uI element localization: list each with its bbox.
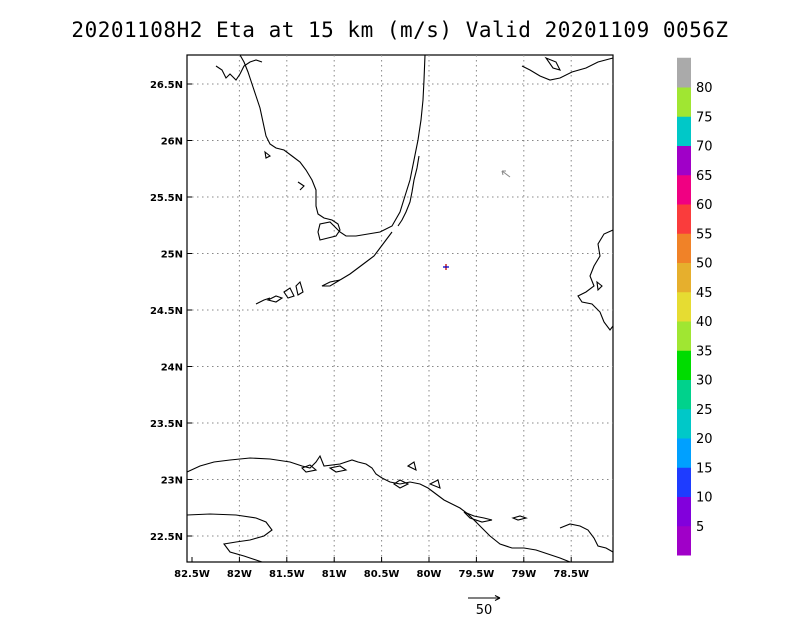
colorbar-segment — [677, 496, 691, 527]
colorbar-labels: 5 10 15 20 25 30 35 40 45 50 55 60 65 70 75 80 — [696, 81, 713, 535]
storm-center-marker — [443, 264, 449, 270]
cuba-west-coast — [186, 513, 273, 563]
cuba-cay-5 — [428, 479, 441, 489]
colorbar-segment — [677, 116, 691, 146]
colorbar-label: 35 — [696, 344, 713, 359]
cuba-cay-6 — [463, 511, 493, 523]
lat-tick-label: 25.5N — [150, 193, 183, 204]
lat-tick-label: 22.5N — [150, 532, 183, 543]
colorbar-segment — [677, 379, 691, 410]
lon-tick-label: 80W — [417, 569, 442, 580]
lat-tick-label: 23.5N — [150, 419, 183, 430]
colorbar-label: 60 — [696, 198, 713, 213]
colorbar-label: 70 — [696, 140, 713, 155]
lon-tick-label: 82.5W — [174, 569, 210, 580]
colorbar-segment — [677, 145, 691, 176]
colorbar-label: 55 — [696, 227, 713, 242]
colorbar-label: 50 — [696, 257, 713, 272]
colorbar-segment — [677, 438, 691, 468]
colorbar — [677, 57, 691, 556]
biscayne-islands — [397, 155, 420, 227]
colorbar-label: 15 — [696, 461, 713, 476]
florida-west-inlet — [215, 59, 263, 81]
bahamas-grand-bahama — [521, 57, 614, 81]
colorbar-segment — [677, 467, 691, 497]
colorbar-segment — [677, 408, 691, 439]
latitude-tick-labels: 26.5N 26N 25.5N 25N 24.5N 24N 23.5N 23N 22.5N — [150, 80, 192, 543]
cuba-cay-3 — [393, 479, 410, 489]
cuba-cay-2 — [328, 465, 348, 473]
colorbar-segment — [677, 174, 691, 205]
lon-tick-label: 81.5W — [269, 569, 305, 580]
lon-tick-label: 79.5W — [459, 569, 495, 580]
colorbar-segment — [677, 262, 691, 293]
colorbar-label: 40 — [696, 315, 713, 330]
florida-keys-2 — [266, 295, 284, 303]
colorbar-segment — [677, 87, 691, 117]
gridlines — [187, 55, 613, 562]
lat-tick-label: 24.5N — [150, 306, 183, 317]
florida-keys-6 — [339, 231, 393, 281]
colorbar-label: 30 — [696, 374, 713, 389]
colorbar-label: 45 — [696, 286, 713, 301]
colorbar-label: 65 — [696, 169, 713, 184]
colorbar-label: 20 — [696, 432, 713, 447]
cuba-cay-8 — [559, 523, 614, 553]
map-frame — [186, 54, 614, 563]
colorbar-label: 75 — [696, 110, 713, 125]
florida-keys-4 — [295, 280, 304, 296]
colorbar-label: 10 — [696, 491, 713, 506]
cuba-cay-1 — [301, 464, 318, 473]
longitude-tick-labels: 82.5W 82W 81.5W 81W 80.5W 80W 79.5W 79W 78.5W — [174, 557, 589, 580]
florida-coastline — [239, 54, 426, 241]
colorbar-segment — [677, 525, 691, 556]
lat-tick-label: 23N — [161, 476, 183, 487]
cuba-cay-7 — [511, 515, 528, 521]
bahamas-andros — [577, 229, 614, 331]
colorbar-segment — [677, 233, 691, 263]
lon-tick-label: 78.5W — [553, 569, 589, 580]
bahamas-andros-islet — [596, 280, 603, 292]
colorbar-label: 5 — [696, 520, 704, 535]
lat-tick-label: 26.5N — [150, 80, 183, 91]
reference-vector-label: 50 — [476, 603, 493, 618]
reference-vector: 50 — [468, 595, 501, 618]
lon-tick-label: 82W — [227, 569, 252, 580]
chart-title: 20201108H2 Eta at 15 km (m/s) Valid 2020… — [71, 18, 729, 42]
colorbar-label: 25 — [696, 403, 713, 418]
coastlines — [186, 54, 614, 563]
colorbar-segment — [677, 204, 691, 234]
bahamas-abaco-bit — [544, 56, 562, 71]
colorbar-label: 80 — [696, 81, 713, 96]
lon-tick-label: 79W — [511, 569, 536, 580]
colorbar-segment — [677, 57, 691, 88]
florida-small-island — [264, 150, 272, 159]
colorbar-segment — [677, 321, 691, 351]
florida-keys-1 — [255, 297, 271, 305]
lat-tick-label: 26N — [161, 137, 183, 148]
florida-west-bay — [297, 181, 305, 191]
wind-vector-arrow — [501, 170, 511, 178]
cuba-north-coast — [186, 454, 571, 563]
lat-tick-label: 24N — [161, 363, 183, 374]
lat-tick-label: 25N — [161, 250, 183, 261]
lon-tick-label: 80.5W — [364, 569, 400, 580]
florida-keys-3 — [283, 287, 295, 299]
colorbar-segment — [677, 291, 691, 322]
cuba-cay-4 — [406, 461, 417, 472]
lon-tick-label: 81W — [322, 569, 347, 580]
colorbar-segment — [677, 350, 691, 380]
